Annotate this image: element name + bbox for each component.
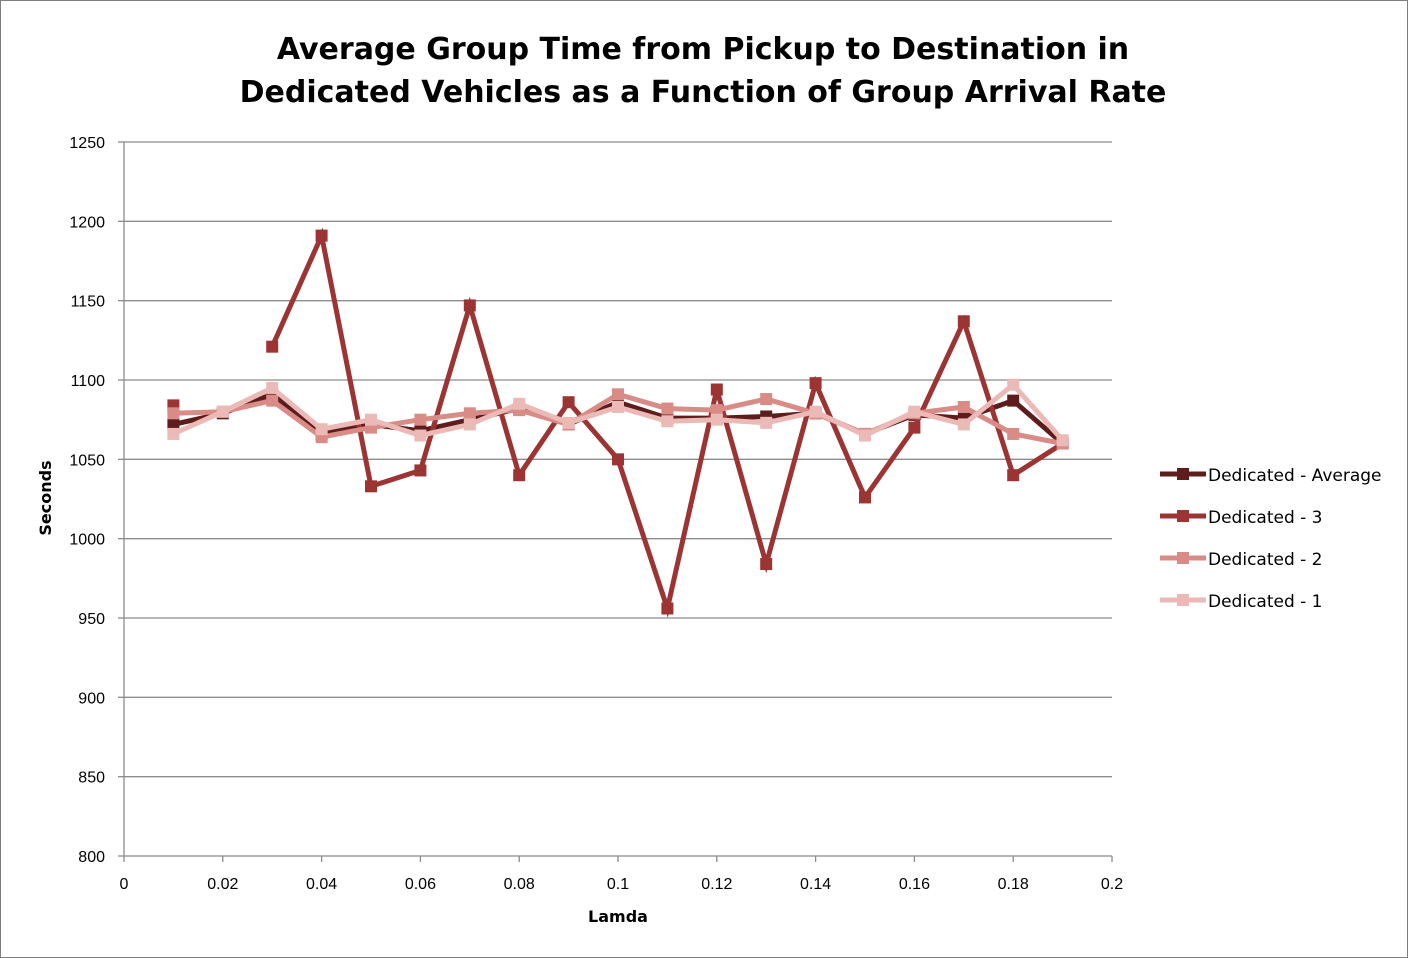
legend-label: Dedicated - 3 [1208, 508, 1323, 528]
legend-item: Dedicated - Average [1160, 466, 1382, 486]
y-tick-label: 900 [78, 690, 105, 707]
y-tick-label: 1200 [69, 214, 105, 231]
data-point [365, 480, 377, 493]
x-tick-label: 0.02 [207, 876, 238, 893]
data-point [1056, 434, 1069, 447]
legend-swatch-marker [1177, 552, 1189, 564]
data-point [760, 558, 773, 571]
x-tick-label: 0.08 [504, 876, 535, 893]
data-point [859, 491, 871, 504]
data-point [513, 469, 526, 482]
data-point [315, 229, 328, 242]
data-point [562, 396, 575, 409]
data-point [661, 602, 674, 615]
legend-label: Dedicated - 1 [1208, 592, 1323, 612]
x-tick-label: 0.18 [998, 876, 1029, 893]
y-tick-label: 1100 [71, 373, 106, 390]
y-tick-label: 1000 [69, 532, 105, 549]
data-point [760, 416, 773, 429]
y-tick-label: 1050 [69, 452, 105, 469]
x-tick-label: 0.06 [405, 876, 436, 893]
data-point [612, 388, 624, 401]
y-tick-label: 1150 [71, 294, 106, 311]
legend: Dedicated - Average Dedicated - 3 Dedicate… [1160, 466, 1382, 612]
x-tick-label: 0 [120, 876, 129, 893]
gridlines [124, 141, 1112, 778]
x-tick-label: 0.12 [701, 876, 732, 893]
legend-label: Dedicated - Average [1208, 466, 1382, 486]
data-point [1007, 378, 1020, 391]
y-tick-label: 950 [78, 611, 105, 628]
data-point [612, 400, 624, 413]
data-point [463, 299, 476, 312]
x-axis-ticks: 0 0.02 0.04 0.06 0.08 0.1 0.12 0.14 0.16 0.18 0.2 [120, 856, 1123, 893]
data-point [266, 340, 279, 353]
x-tick-label: 0.1 [607, 876, 629, 893]
y-axis-label: Seconds [36, 460, 55, 535]
legend-swatch-marker [1177, 594, 1189, 606]
legend-label: Dedicated - 2 [1208, 550, 1323, 570]
x-tick-label: 0.16 [899, 876, 930, 893]
y-tick-label: 1250 [69, 135, 105, 152]
data-point [414, 413, 427, 426]
data-point [809, 405, 822, 418]
data-point [513, 397, 526, 410]
chart-title-line-1: Average Group Time from Pickup to Destin… [277, 32, 1129, 67]
data-point [957, 315, 970, 328]
data-point [1007, 427, 1020, 440]
legend-swatch-marker [1177, 468, 1189, 480]
data-point [562, 416, 575, 429]
legend-item: Dedicated - 1 [1160, 592, 1323, 612]
data-point [315, 423, 328, 436]
data-point [414, 429, 427, 442]
data-point [414, 464, 427, 477]
data-point [167, 427, 180, 440]
data-point [266, 381, 279, 394]
data-point [908, 405, 921, 418]
y-tick-label: 850 [78, 770, 105, 787]
data-point [612, 453, 624, 466]
data-point [167, 407, 180, 420]
legend-swatch-marker [1177, 510, 1189, 522]
data-point [809, 377, 822, 390]
data-point [463, 407, 476, 420]
series-2 [167, 227, 1069, 618]
data-point [661, 415, 674, 428]
data-point [266, 394, 279, 407]
data-point [167, 418, 180, 431]
data-point [661, 402, 674, 415]
series-group [167, 227, 1069, 618]
data-point [760, 393, 773, 406]
data-point [710, 383, 723, 396]
data-point [1007, 394, 1020, 407]
legend-item: Dedicated - 2 [1160, 550, 1323, 570]
legend-item: Dedicated - 3 [1160, 508, 1323, 528]
axes [123, 142, 1112, 857]
data-point [908, 421, 921, 434]
data-point [365, 413, 377, 426]
data-point [710, 404, 723, 417]
x-axis-label: Lamda [588, 907, 648, 926]
data-point [859, 429, 871, 442]
x-tick-label: 0.14 [800, 876, 831, 893]
x-tick-label: 0.04 [306, 876, 337, 893]
chart-title-line-2: Dedicated Vehicles as a Function of Grou… [240, 75, 1167, 110]
data-point [957, 418, 970, 431]
series-4 [167, 378, 1069, 447]
data-point [1007, 469, 1020, 482]
y-tick-label: 800 [78, 849, 105, 866]
data-point [710, 413, 723, 426]
x-tick-label: 0.2 [1101, 876, 1123, 893]
data-point [463, 418, 476, 431]
data-point [216, 405, 229, 418]
y-axis-ticks: 800 850 900 950 1000 1050 1100 1150 1200 1250 [69, 135, 124, 866]
data-point [957, 400, 970, 413]
